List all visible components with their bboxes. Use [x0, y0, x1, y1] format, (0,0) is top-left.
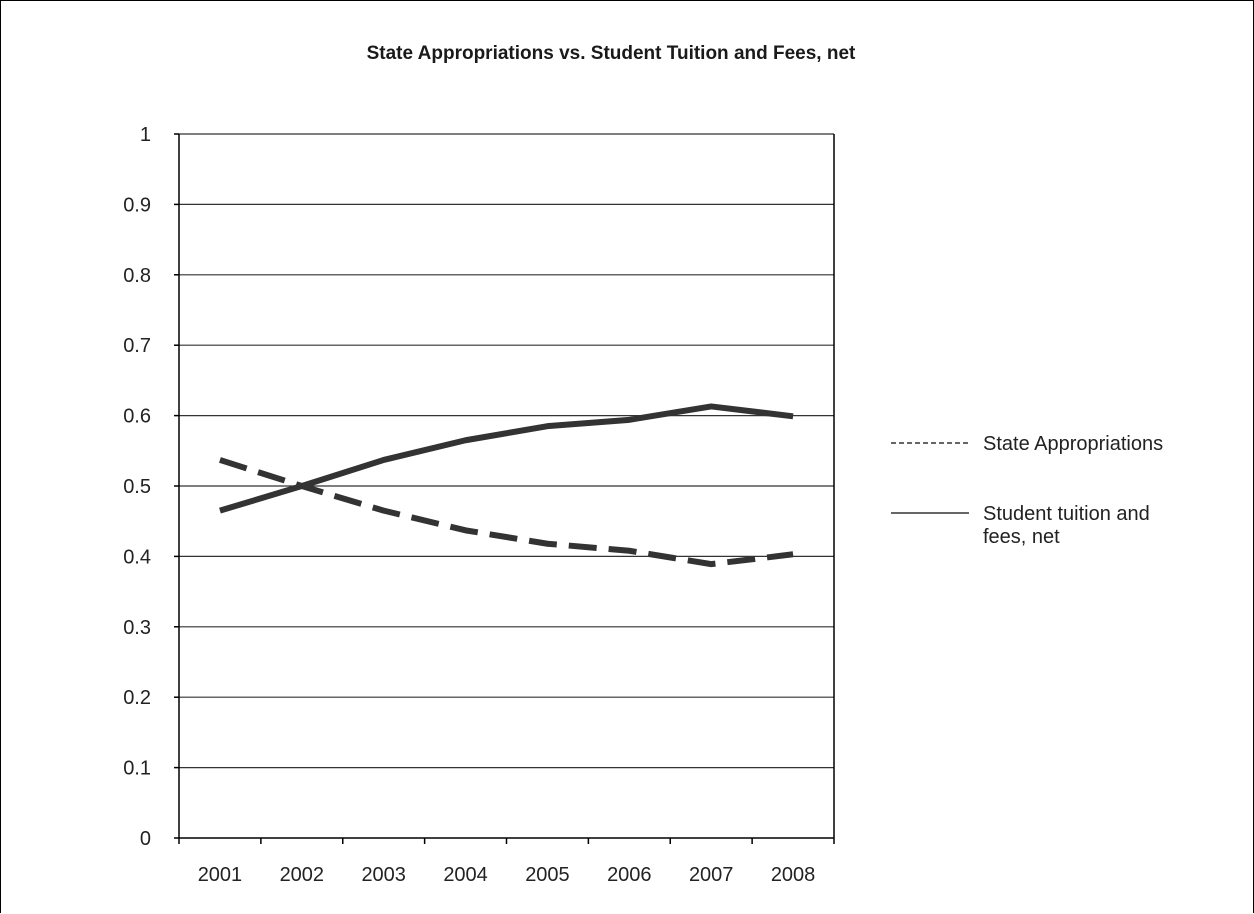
y-tick-label: 0.5 [123, 476, 151, 498]
x-tick-label: 2002 [280, 864, 325, 886]
y-tick-label: 0.9 [123, 194, 151, 216]
series-line-state-appropriations [220, 460, 793, 564]
y-tick-label: 0.8 [123, 265, 151, 287]
y-tick-label: 1 [140, 124, 151, 146]
y-axis-tick-labels: 0 0.1 0.2 0.3 0.4 0.5 0.6 0.7 0.8 0.9 1 [123, 124, 151, 850]
legend-label-line: fees, net [983, 526, 1060, 548]
legend-label: State Appropriations [983, 433, 1163, 455]
x-tick-label: 2005 [525, 864, 570, 886]
x-tick-label: 2003 [361, 864, 406, 886]
x-tick-label: 2007 [689, 864, 734, 886]
y-tick-label: 0.1 [123, 758, 151, 780]
x-tick-label: 2004 [443, 864, 488, 886]
y-tick-label: 0.3 [123, 617, 151, 639]
y-tick-label: 0.4 [123, 546, 151, 568]
y-tick-label: 0.2 [123, 687, 151, 709]
legend-label-line: Student tuition and [983, 503, 1150, 525]
x-tick-label: 2001 [198, 864, 243, 886]
chart-title: State Appropriations vs. Student Tuition… [367, 43, 856, 64]
series-lines [220, 406, 793, 564]
x-axis-tick-labels: 2001 2002 2003 2004 2005 2006 2007 2008 [198, 864, 816, 886]
y-tick-label: 0.7 [123, 335, 151, 357]
x-tick-label: 2006 [607, 864, 652, 886]
axes [174, 134, 834, 844]
series-line-student-tuition-and-fees [220, 406, 793, 510]
x-tick-label: 2008 [771, 864, 816, 886]
y-tick-label: 0 [140, 828, 151, 850]
gridlines [179, 134, 834, 768]
y-tick-label: 0.6 [123, 406, 151, 428]
